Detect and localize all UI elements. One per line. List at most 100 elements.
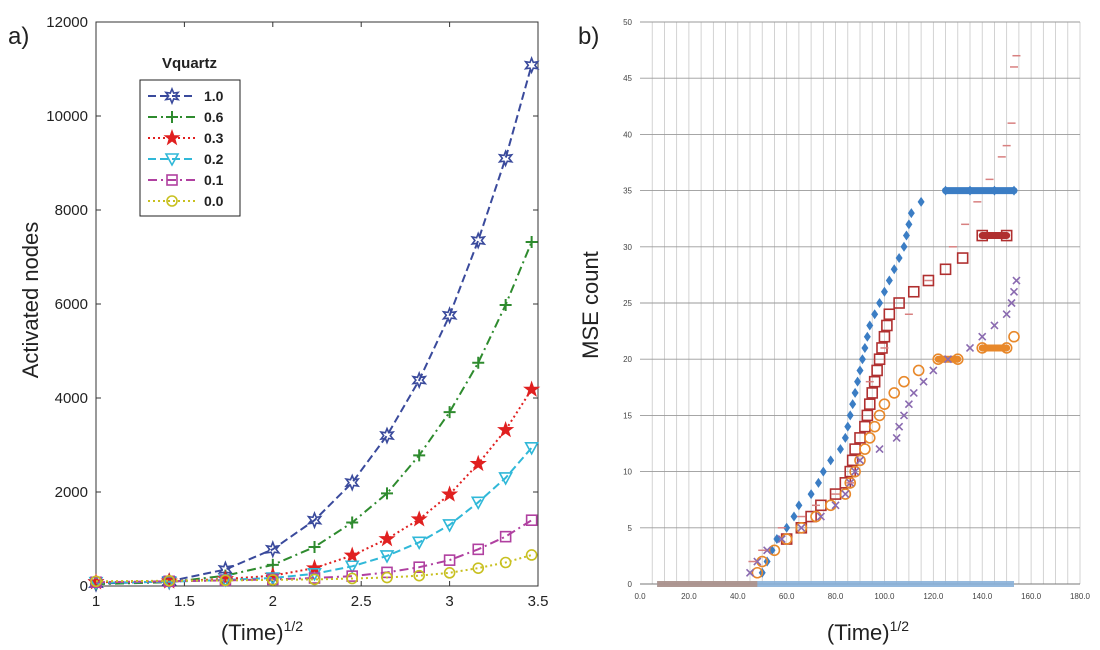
- data-point: [381, 487, 394, 500]
- data-point: [472, 543, 485, 556]
- data-point: [306, 511, 323, 530]
- data-point: [895, 253, 903, 264]
- data-point: [379, 550, 395, 564]
- panel-a-legend: Vquartz 1.0 0.6 0.3 0.2 0.1 0.0: [139, 55, 241, 217]
- data-point: [880, 286, 888, 297]
- panel-b-series-baseline: [657, 581, 1014, 587]
- panel-a-y-tick-label: 0: [80, 578, 88, 595]
- data-point: [876, 298, 884, 308]
- panel-b-series: [657, 54, 1021, 587]
- data-point: [346, 516, 359, 529]
- panel-b-y-tick-label: 40: [623, 130, 632, 139]
- data-point: [497, 420, 515, 438]
- data-point: [904, 400, 913, 409]
- data-point: [844, 421, 852, 432]
- data-point: [868, 420, 881, 433]
- panel-b-axes: 0 5 10 15 20 25 30 35 40 45 50 0.0 20.0 40.0 60.0 80.0 1…: [623, 18, 1090, 601]
- data-point: [1009, 287, 1019, 296]
- data-point: [443, 406, 456, 419]
- panel-b-x-tick-label: 140.0: [972, 592, 993, 601]
- data-point: [381, 571, 393, 584]
- data-point: [861, 409, 874, 422]
- panel-b-y-tick-label: 10: [623, 468, 632, 477]
- data-point: [851, 467, 860, 476]
- data-point: [863, 331, 871, 342]
- data-point: [873, 409, 886, 422]
- data-point: [797, 523, 806, 532]
- panel-b-x-tick-label: 180.0: [1070, 592, 1091, 601]
- data-point: [443, 567, 456, 579]
- series-line: [95, 64, 533, 585]
- data-point: [308, 540, 321, 553]
- panel-a-x-tick-label: 3: [445, 593, 453, 610]
- data-point: [932, 353, 945, 366]
- panel-b-mse-count-chart: b) 0 5 10 15 20 25 30 35 40 45 50 0.0 20.0 40.0 60.0 80…: [578, 18, 1091, 645]
- data-point: [343, 546, 361, 563]
- data-point: [219, 574, 232, 587]
- data-point: [795, 500, 803, 511]
- data-point: [344, 473, 361, 492]
- data-point: [890, 264, 898, 275]
- legend-item-1-0: 1.0: [148, 86, 224, 106]
- panel-a-y-axis-label: Activated nodes: [18, 222, 43, 379]
- data-point: [379, 426, 395, 445]
- panel-a-activated-nodes-chart: a) 1 1.5 2 2.5 3 3.5 0 2000 4000 6000 8000 10000 120…: [8, 14, 548, 645]
- data-point: [1012, 276, 1021, 285]
- data-point: [443, 554, 456, 566]
- data-point: [753, 557, 762, 566]
- data-point: [1002, 310, 1011, 319]
- data-point: [1010, 185, 1018, 196]
- data-point: [745, 568, 755, 577]
- panel-a-series: [87, 56, 541, 593]
- data-point: [875, 445, 884, 454]
- data-point: [305, 559, 324, 576]
- data-point: [344, 560, 360, 574]
- data-point: [866, 320, 874, 331]
- data-point: [965, 343, 975, 353]
- data-point: [470, 496, 486, 511]
- legend-item-0-2: 0.2: [148, 151, 224, 167]
- panel-b-x-tick-label: 60.0: [779, 592, 795, 601]
- data-point: [307, 567, 322, 582]
- data-point: [413, 561, 425, 574]
- legend-label: 0.0: [204, 193, 224, 209]
- legend-label: 0.3: [204, 130, 224, 146]
- data-point: [859, 443, 871, 455]
- data-point: [849, 465, 861, 478]
- legend-item-0-1: 0.1: [148, 172, 224, 188]
- panel-b-x-axis-label: (Time)1/2: [827, 618, 909, 645]
- data-point: [839, 488, 852, 500]
- data-point: [831, 501, 840, 510]
- data-point: [410, 510, 428, 527]
- data-point: [795, 521, 808, 534]
- data-point: [929, 366, 938, 375]
- data-point: [854, 454, 866, 467]
- panel-a-y-tick-label: 6000: [55, 296, 88, 313]
- panel-a-y-tick-label: 2000: [55, 484, 88, 501]
- data-point: [525, 514, 538, 527]
- data-point: [966, 185, 974, 196]
- data-point: [498, 472, 513, 486]
- panel-b-x-tick-label: 80.0: [828, 592, 844, 601]
- data-point: [264, 540, 281, 559]
- data-point: [1000, 342, 1013, 354]
- data-point: [855, 456, 865, 465]
- data-point: [893, 297, 905, 309]
- series-line: [95, 241, 533, 586]
- data-point: [851, 387, 859, 398]
- data-point: [469, 454, 487, 472]
- zero-baseline-band-early: [657, 581, 758, 587]
- legend-label: 0.6: [204, 109, 224, 125]
- data-point: [816, 512, 825, 521]
- data-point: [912, 364, 925, 377]
- data-point: [895, 422, 904, 431]
- data-point: [413, 449, 426, 462]
- data-point: [308, 573, 321, 586]
- panel-b-y-tick-label: 0: [628, 580, 633, 589]
- data-point: [525, 235, 538, 248]
- legend-label: 0.2: [204, 151, 224, 167]
- data-point: [1000, 229, 1013, 242]
- data-point: [899, 411, 909, 420]
- data-point: [266, 574, 279, 586]
